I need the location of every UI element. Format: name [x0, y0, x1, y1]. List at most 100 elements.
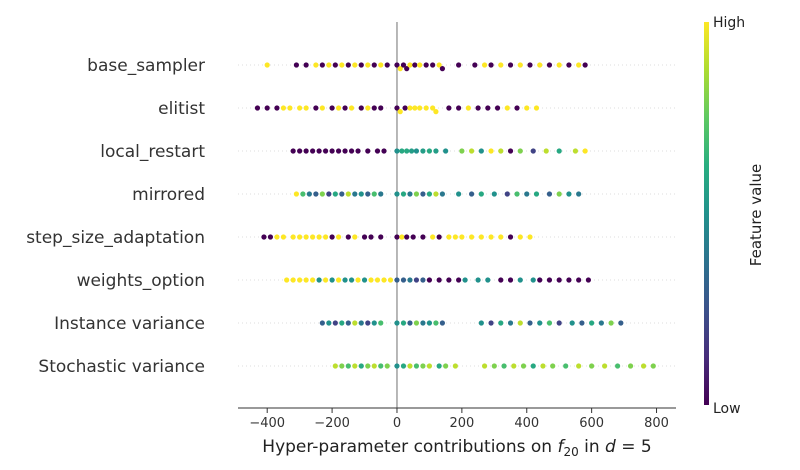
data-point [310, 277, 316, 283]
data-point [566, 62, 572, 68]
data-point [602, 363, 608, 369]
feature-label: mirrored [132, 185, 205, 205]
data-point [339, 191, 345, 197]
data-point [297, 234, 303, 240]
data-point [433, 148, 439, 154]
data-point [399, 234, 405, 240]
data-point [566, 191, 572, 197]
data-point [319, 320, 325, 326]
data-point [400, 363, 407, 369]
data-point [329, 105, 335, 111]
data-point [426, 320, 433, 326]
data-point [420, 148, 426, 154]
data-point [378, 62, 384, 68]
data-point [582, 148, 588, 154]
data-point [420, 191, 426, 197]
data-point [501, 363, 507, 369]
data-point [417, 62, 423, 68]
data-point [533, 105, 540, 111]
feature-label: Instance variance [54, 314, 205, 334]
data-point [527, 62, 533, 68]
data-point [316, 148, 322, 154]
data-point [397, 109, 403, 115]
data-point [293, 62, 299, 68]
data-point [436, 62, 442, 68]
data-point [420, 234, 426, 240]
data-point [310, 148, 316, 154]
data-point [478, 320, 484, 326]
data-point [345, 320, 351, 326]
data-point [436, 234, 442, 240]
x-axis-title-prefix: Hyper-parameter contributions on [262, 437, 557, 457]
data-point [413, 277, 420, 283]
x-axis-title: Hyper-parameter contributions on f20 in … [262, 437, 651, 459]
data-point [517, 277, 523, 283]
data-point [400, 320, 407, 326]
data-point [332, 363, 338, 369]
data-point [443, 363, 449, 369]
data-point [297, 105, 303, 111]
data-point [371, 191, 377, 197]
data-point [420, 320, 426, 326]
data-point [342, 277, 348, 283]
data-point [339, 320, 345, 326]
data-point [504, 105, 510, 111]
data-point [481, 363, 488, 369]
data-point [537, 277, 543, 283]
data-point [494, 105, 501, 111]
data-point [339, 62, 345, 68]
data-point [598, 320, 604, 326]
data-point [335, 105, 342, 111]
data-point [267, 234, 274, 240]
data-point [517, 320, 523, 326]
data-point [491, 363, 497, 369]
data-point [326, 62, 332, 68]
data-point [640, 363, 647, 369]
data-point [290, 277, 296, 283]
data-point [310, 234, 316, 240]
data-point [439, 66, 445, 72]
x-tick-label: 400 [514, 416, 539, 431]
data-point [527, 234, 533, 240]
data-point [563, 363, 569, 369]
data-point [543, 148, 549, 154]
data-point [412, 62, 418, 68]
data-point [407, 277, 413, 283]
feature-label: Stochastic variance [38, 357, 205, 377]
data-point [475, 105, 481, 111]
data-point [371, 62, 377, 68]
data-point [371, 105, 377, 111]
data-point [384, 62, 390, 68]
data-point [358, 363, 364, 369]
data-point [546, 277, 553, 283]
data-point [569, 320, 575, 326]
data-point [589, 363, 595, 369]
data-point [475, 277, 481, 283]
data-point [303, 148, 309, 154]
data-point [313, 191, 319, 197]
data-point [355, 277, 361, 283]
data-point [407, 191, 413, 197]
data-point [404, 148, 410, 154]
x-tick-label: −200 [314, 416, 350, 431]
data-point [378, 105, 384, 111]
data-point [400, 277, 407, 283]
data-point [566, 277, 572, 283]
data-point [348, 277, 355, 283]
data-point [576, 277, 582, 283]
data-point [413, 320, 420, 326]
data-point [546, 191, 553, 197]
data-point [404, 66, 410, 72]
data-point [329, 277, 335, 283]
data-point [537, 62, 543, 68]
data-point [313, 62, 319, 68]
data-point [319, 191, 325, 197]
data-point [472, 62, 478, 68]
x-tick-label: 600 [579, 416, 604, 431]
data-point [413, 148, 420, 154]
data-point [365, 320, 371, 326]
x-axis-title-f: f [557, 437, 566, 457]
data-point [439, 320, 445, 326]
data-point [498, 234, 504, 240]
data-point [462, 277, 468, 283]
